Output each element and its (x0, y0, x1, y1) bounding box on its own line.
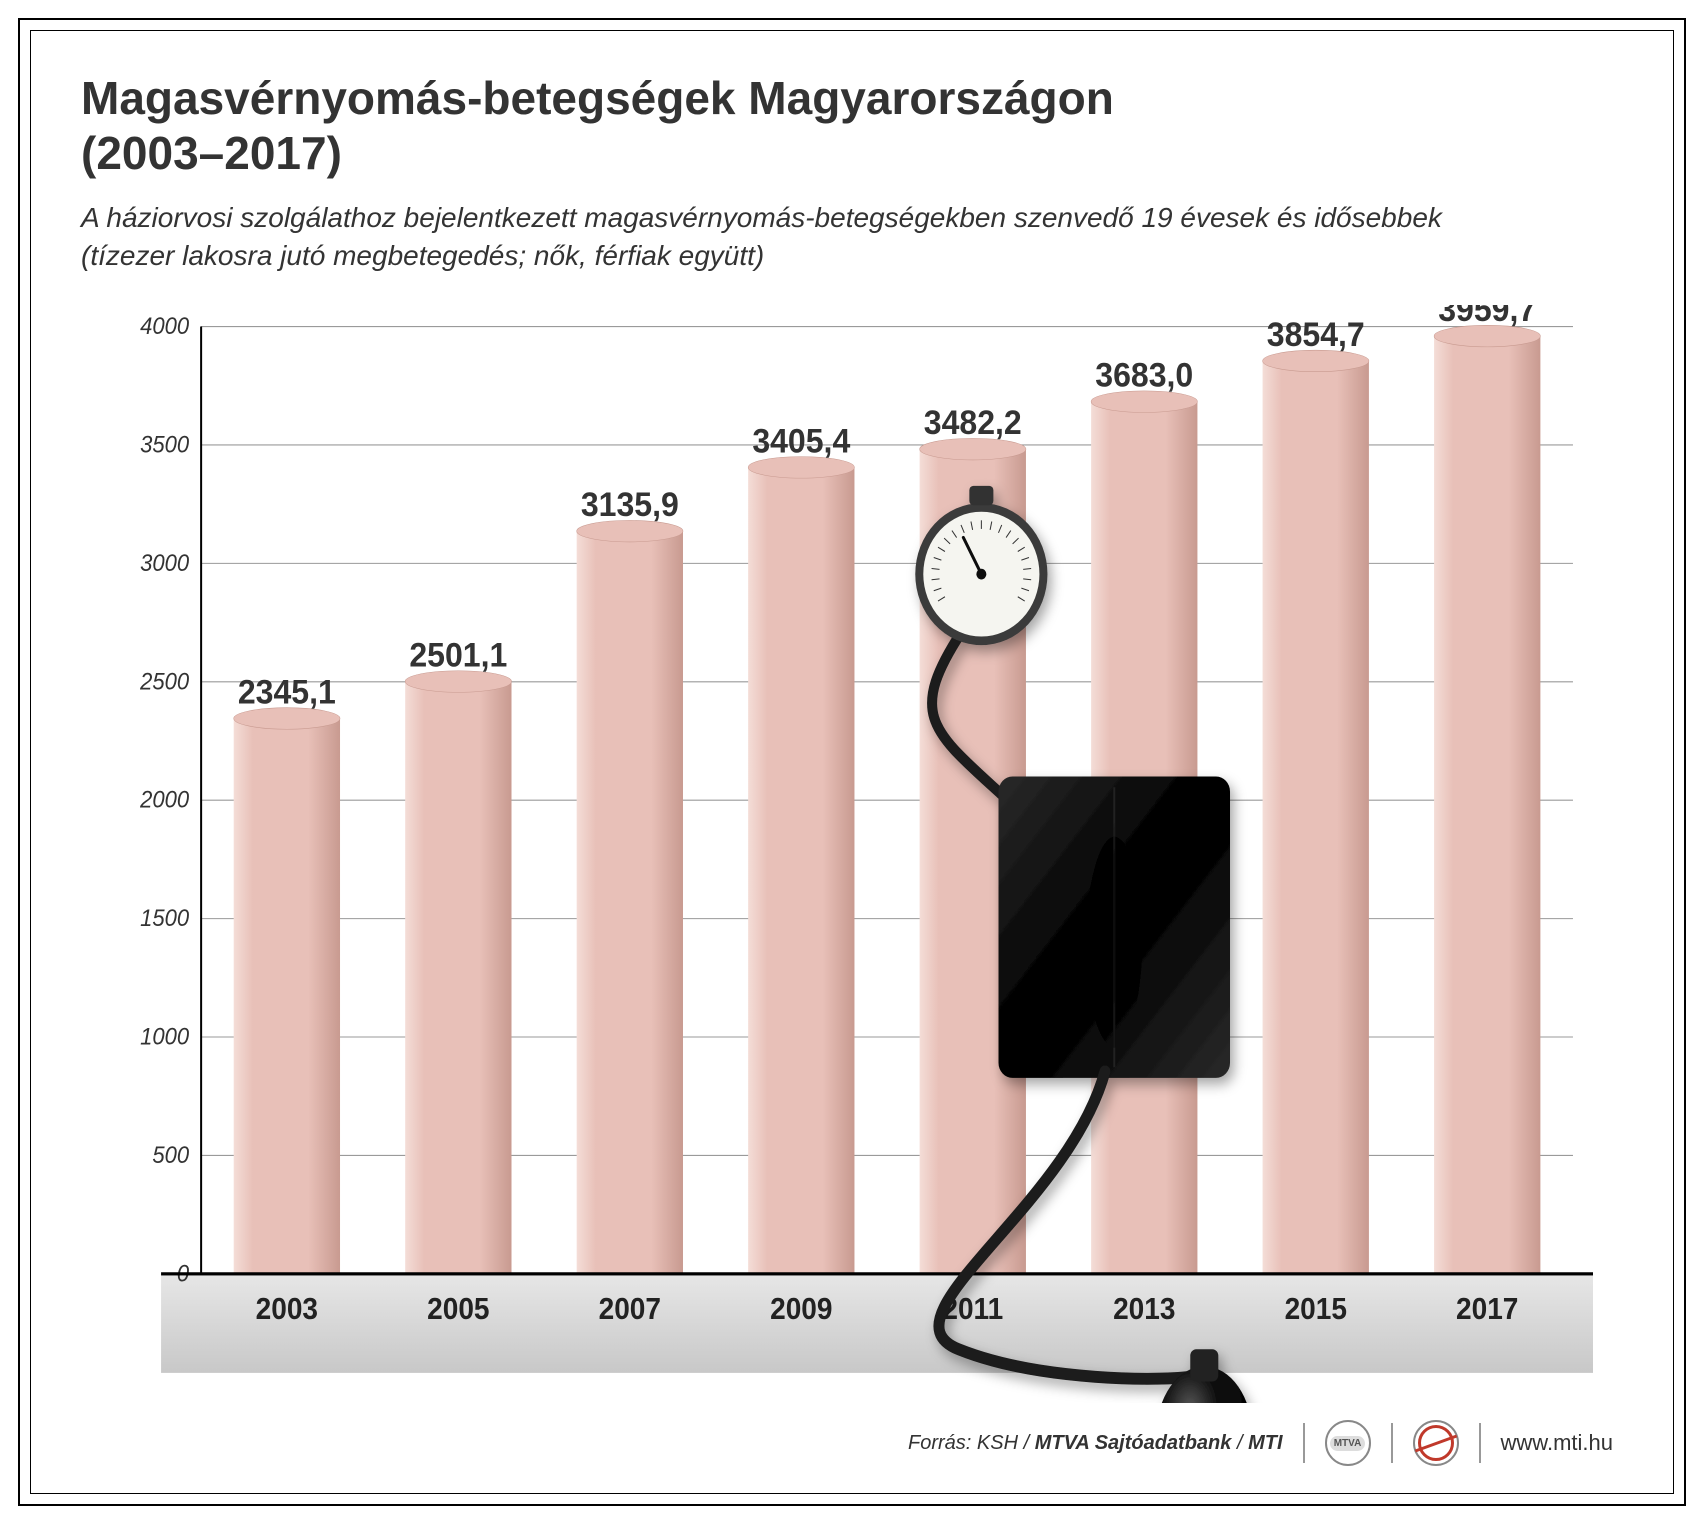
outer-frame: Magasvérnyomás-betegségek Magyarországon… (18, 18, 1686, 1506)
svg-text:3000: 3000 (140, 549, 189, 576)
svg-text:1500: 1500 (140, 904, 189, 931)
source-text: Forrás: KSH / MTVA Sajtóadatbank / MTI (908, 1432, 1283, 1455)
svg-text:4000: 4000 (140, 312, 189, 339)
bar (1263, 350, 1369, 1274)
bar (748, 457, 854, 1274)
bar (577, 520, 683, 1273)
bar (1434, 325, 1540, 1274)
category-label: 2003 (256, 1293, 318, 1326)
bar (234, 708, 340, 1274)
source-plain-2: / (1231, 1432, 1248, 1454)
source-plain-1: KSH / (977, 1432, 1035, 1454)
category-label: 2009 (770, 1293, 832, 1326)
subtitle-line-1: A háziorvosi szolgálathoz bejelentkezett… (81, 202, 1442, 233)
chart-title: Magasvérnyomás-betegségek Magyarországon… (81, 71, 1623, 181)
bar-chart-svg: 05001000150020002500300035004000 (111, 305, 1593, 1403)
source-bold-2: MTI (1248, 1432, 1282, 1454)
bar-value-label: 3854,7 (1267, 316, 1365, 354)
bar-value-label: 3135,9 (581, 486, 679, 524)
category-label: 2013 (1113, 1293, 1175, 1326)
bar-value-label: 3959,7 (1438, 305, 1536, 329)
footer: Forrás: KSH / MTVA Sajtóadatbank / MTI M… (81, 1413, 1623, 1473)
bar (405, 671, 511, 1274)
chart-area: 05001000150020002500300035004000 (111, 305, 1593, 1403)
svg-text:2000: 2000 (139, 786, 189, 813)
category-label: 2005 (427, 1293, 489, 1326)
svg-text:3500: 3500 (140, 431, 189, 458)
svg-text:500: 500 (152, 1141, 189, 1168)
category-label: 2017 (1456, 1293, 1518, 1326)
bar-value-label: 2501,1 (409, 636, 507, 674)
category-label: 2015 (1285, 1293, 1347, 1326)
source-prefix: Forrás: (908, 1432, 977, 1454)
chart-subtitle: A háziorvosi szolgálathoz bejelentkezett… (81, 199, 1623, 275)
bar-value-label: 2345,1 (238, 673, 336, 711)
footer-separator (1303, 1423, 1305, 1463)
svg-text:1000: 1000 (140, 1023, 189, 1050)
mtva-logo-icon: MTVA (1325, 1420, 1371, 1466)
svg-text:2500: 2500 (139, 668, 189, 695)
title-line-1: Magasvérnyomás-betegségek Magyarországon (81, 72, 1114, 124)
bar-value-label: 3482,2 (924, 404, 1022, 442)
mti-logo-icon (1413, 1420, 1459, 1466)
bar-value-label: 3683,0 (1095, 356, 1193, 394)
footer-separator (1391, 1423, 1393, 1463)
source-bold-1: MTVA Sajtóadatbank (1035, 1432, 1232, 1454)
subtitle-line-2: (tízezer lakosra jutó megbetegedés; nők,… (81, 240, 764, 271)
bar-value-label: 3405,4 (752, 422, 850, 460)
website-url: www.mti.hu (1501, 1430, 1613, 1456)
inner-frame: Magasvérnyomás-betegségek Magyarországon… (30, 30, 1674, 1494)
footer-separator (1479, 1423, 1481, 1463)
mtva-logo-text: MTVA (1330, 1436, 1366, 1451)
category-label: 2007 (599, 1293, 661, 1326)
title-line-2: (2003–2017) (81, 127, 342, 179)
